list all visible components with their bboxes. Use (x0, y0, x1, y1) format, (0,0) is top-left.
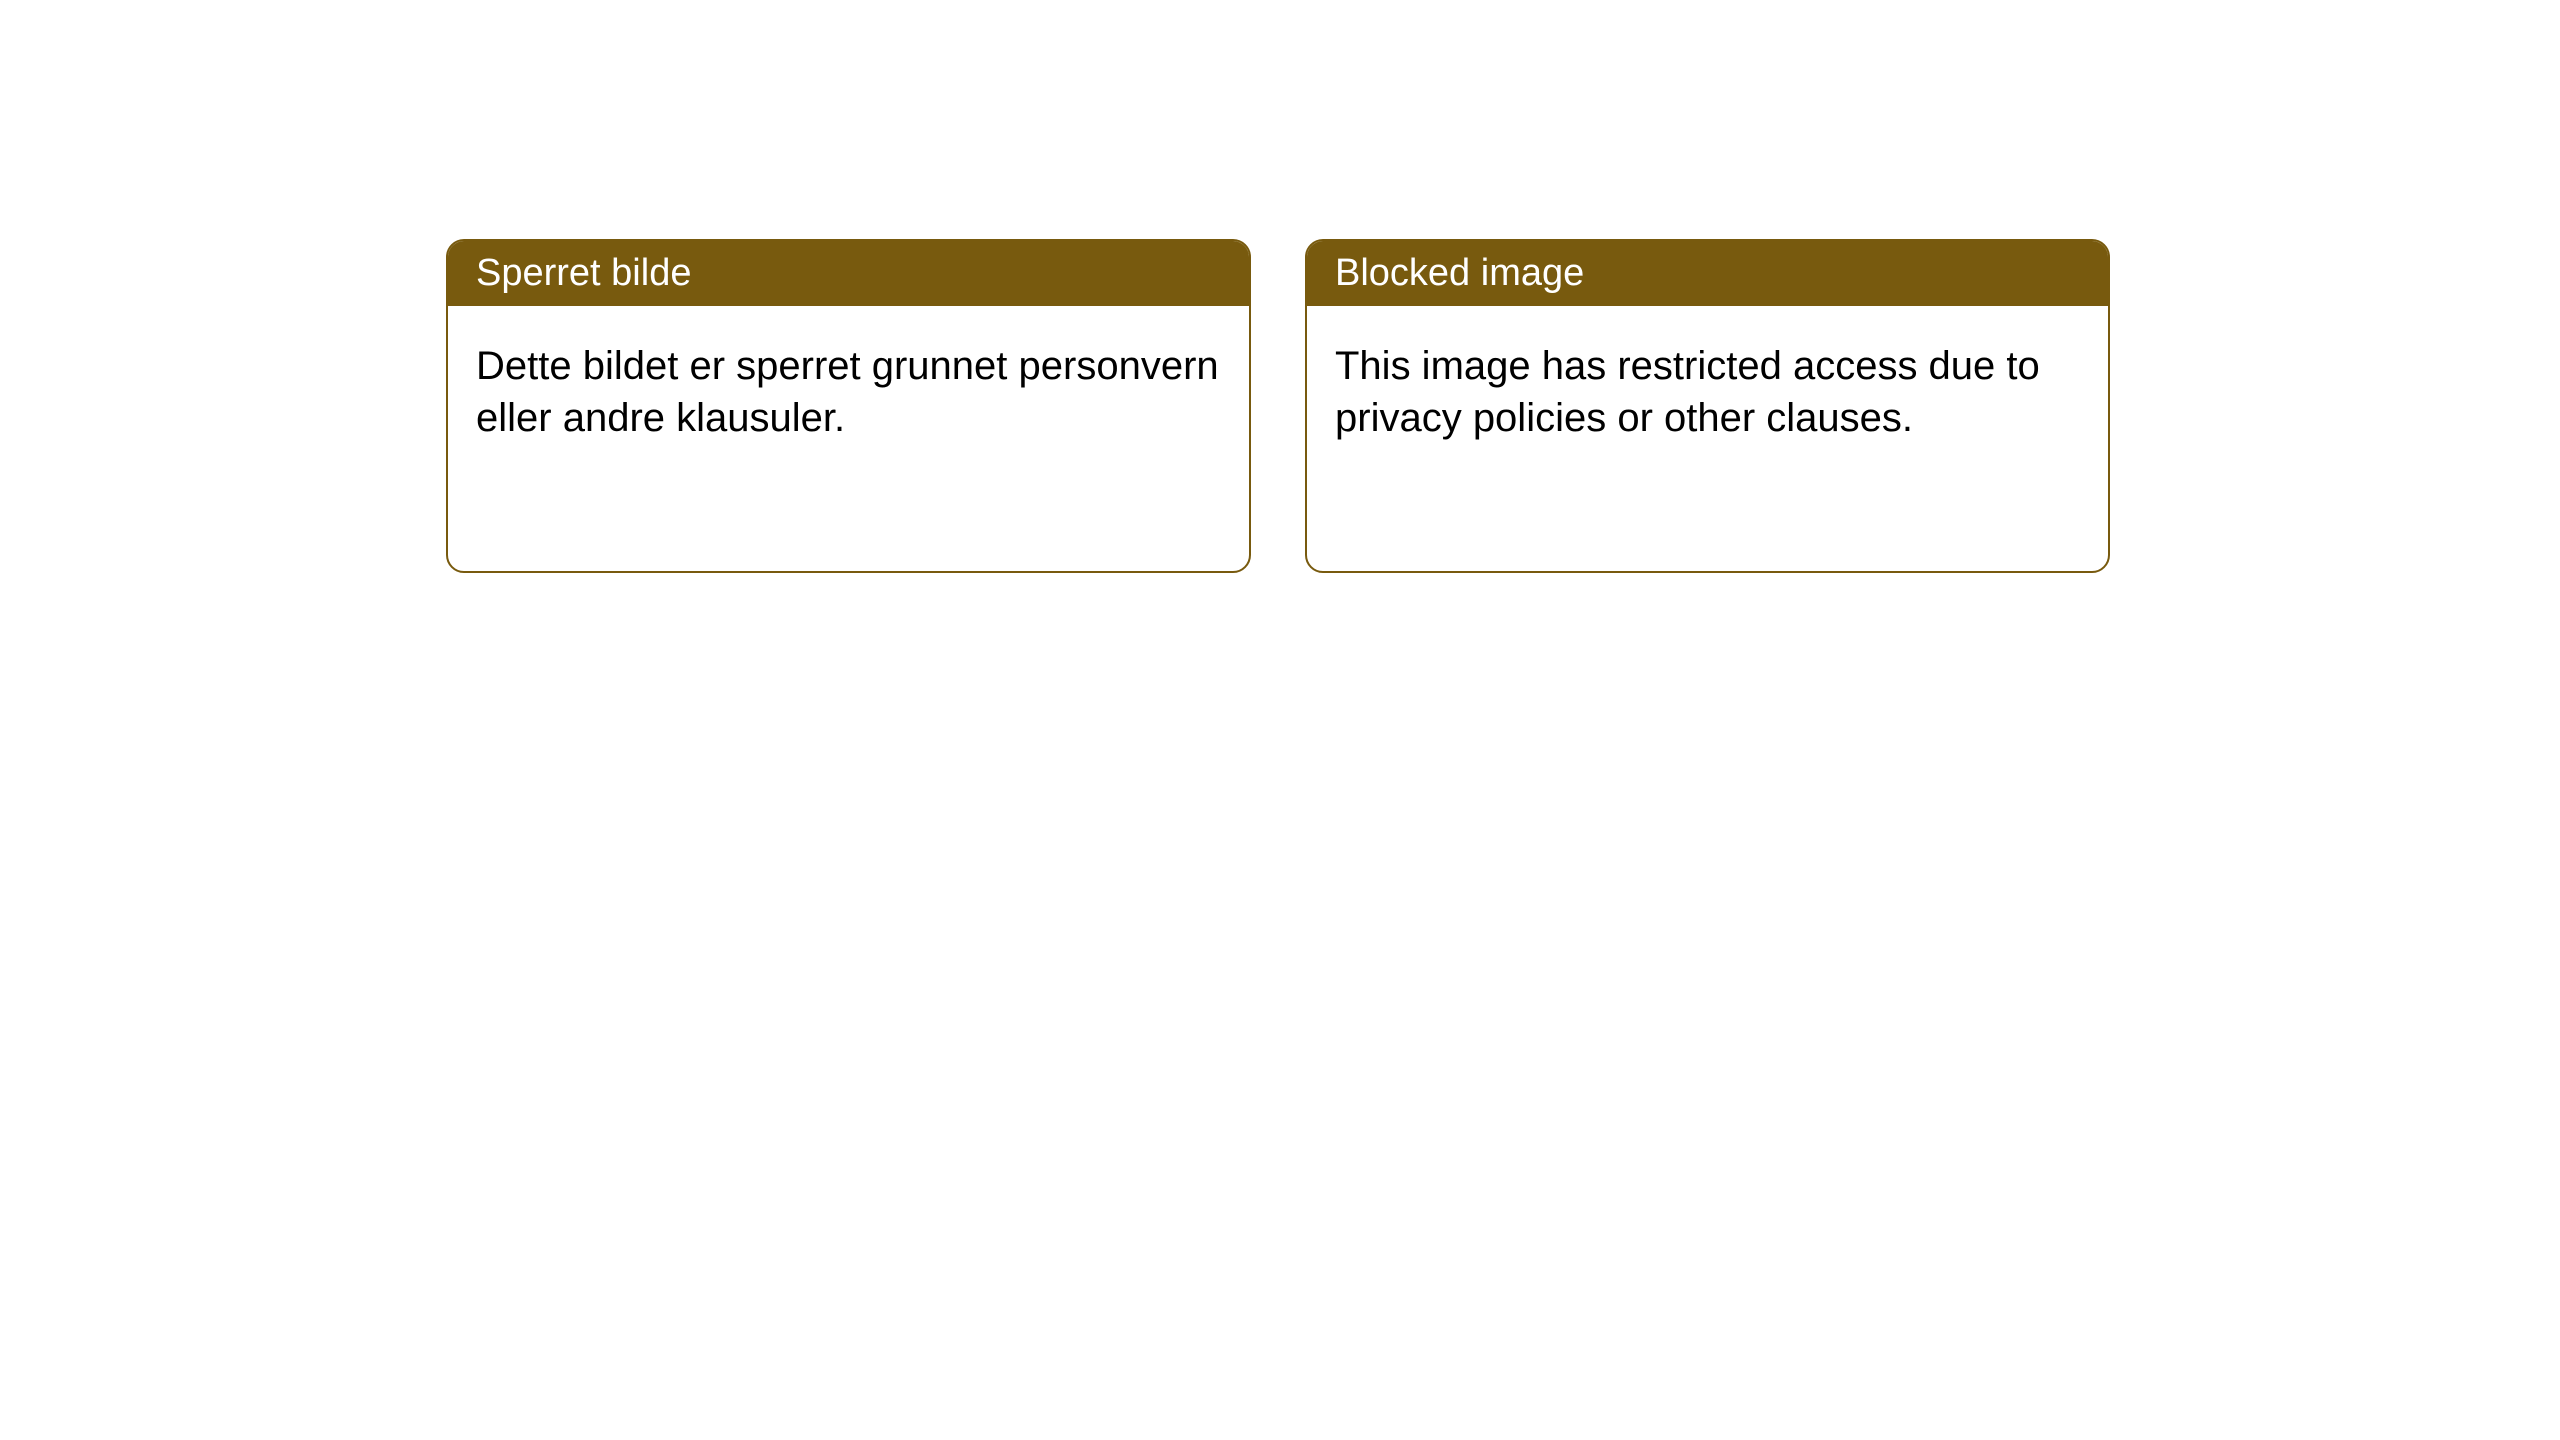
notice-body: This image has restricted access due to … (1307, 306, 2108, 478)
notice-title: Blocked image (1307, 241, 2108, 306)
notice-body: Dette bildet er sperret grunnet personve… (448, 306, 1249, 478)
notice-container: Sperret bilde Dette bildet er sperret gr… (0, 0, 2560, 573)
notice-title: Sperret bilde (448, 241, 1249, 306)
notice-card-english: Blocked image This image has restricted … (1305, 239, 2110, 573)
notice-card-norwegian: Sperret bilde Dette bildet er sperret gr… (446, 239, 1251, 573)
